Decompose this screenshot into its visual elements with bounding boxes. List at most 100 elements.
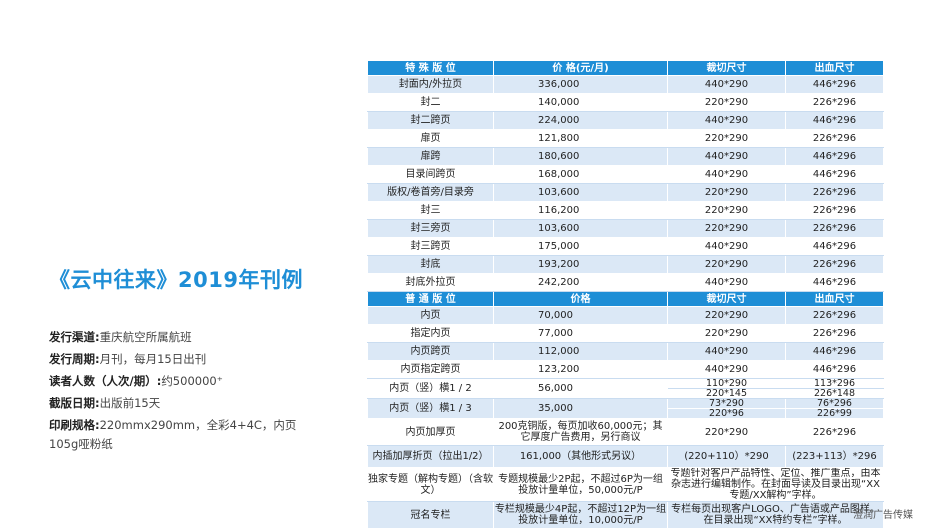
row-trim: 220*145 [667,388,786,399]
row-name: 独家专题（解构专题）（含软文） [367,467,494,502]
table-row: 目录间跨页 168,000 440*290 446*296 [367,165,884,184]
row-price: 70,000 [493,306,668,325]
row-bleed: 446*296 [785,342,884,361]
row-bleed: 446*296 [785,237,884,256]
table-row: 封二 140,000 220*290 226*296 [367,93,884,112]
table-row: 扉跨 180,600 440*290 446*296 [367,147,884,166]
table-row: 内页加厚页 200克铜版，每页加收60,000元；其它厚度广告费用，另行商议 2… [367,418,884,446]
table-row: 内页跨页 112,000 440*290 446*296 [367,342,884,361]
table-row: 封三旁页 103,600 220*290 226*296 [367,219,884,238]
watermark: 澄润广告传媒 [853,510,913,521]
normal-section: 普 通 版 位 价格 裁切尺寸 出血尺寸 内页 70,000 220*290 226*… [367,291,884,379]
table-row: 封三跨页 175,000 440*290 446*296 [367,237,884,256]
row-bleed: 76*296 [785,398,884,409]
row-bleed: 226*296 [785,201,884,220]
row-bleed: 446*296 [785,165,884,184]
row-trim: 220*96 [667,408,786,419]
table-row: 内页指定跨页 123,200 440*290 446*296 [367,360,884,379]
table-row: 封面内/外拉页 336,000 440*290 446*296 [367,75,884,94]
row-bleed: 226*296 [785,129,884,148]
row-price: 140,000 [493,93,668,112]
row-trim: 220*290 [667,418,786,446]
row-name: 封底外拉页 [367,273,494,292]
row-name: 内页指定跨页 [367,360,494,379]
row-price: 224,000 [493,111,668,130]
row-name: 版权/卷首旁/目录旁 [367,183,494,202]
row-price: 242,200 [493,273,668,292]
row-price: 56,000 [493,378,668,399]
table-row: 扉页 121,800 220*290 226*296 [367,129,884,148]
row-name: 封面内/外拉页 [367,75,494,94]
table-row: 内页（竖）横1 / 3 35,000 73*290 76*296 [367,398,884,419]
row-name: 内插加厚折页（拉出1/2） [367,445,494,468]
row-price: 175,000 [493,237,668,256]
row-trim: 110*290 [667,378,786,389]
row-bleed: 446*296 [785,360,884,379]
row-name: 指定内页 [367,324,494,343]
row-name: 内页（竖）横1 / 3 [367,398,494,419]
row-trim: 440*290 [667,75,786,94]
row-name: 封三 [367,201,494,220]
row-price: 193,200 [493,255,668,274]
row-trim: 440*290 [667,342,786,361]
table-row: 独家专题（解构专题）（含软文） 专题规模最少2P起，不超过6P为一组投放计量单位… [367,467,884,502]
row-trim: 440*290 [667,273,786,292]
row-bleed: 446*296 [785,147,884,166]
header-cell: 裁切尺寸 [667,291,786,307]
special-section: 特 殊 版 位 价 格(元/月) 裁切尺寸 出血尺寸 封面内/外拉页 336,00… [367,60,884,292]
row-trim: 220*290 [667,183,786,202]
row-price: 168,000 [493,165,668,184]
info-readers: 读者人数（人次/期）:约500000⁺ [49,374,223,388]
header-cell: 出血尺寸 [785,291,884,307]
table-row: 指定内页 77,000 220*290 226*296 [367,324,884,343]
row-price: 专栏规模最少4P起，不超过12P为一组投放计量单位，10,000元/P [493,501,668,529]
page-title: 《云中往来》2019年刊例 [49,268,303,292]
row-name: 封二 [367,93,494,112]
row-price: 112,000 [493,342,668,361]
row-price: 103,600 [493,219,668,238]
row-price: 103,600 [493,183,668,202]
row-bleed: 226*296 [785,418,884,446]
row-name: 目录间跨页 [367,165,494,184]
row-trim: (220+110）*290 [667,445,786,468]
row-description: 专栏每页出现客户LOGO、广告语或产品图样。在目录出现“XX特约专栏”字样。 [667,501,884,529]
row-trim: 220*290 [667,306,786,325]
row-trim: 440*290 [667,237,786,256]
row-trim: 220*290 [667,201,786,220]
row-description: 专题针对客户产品特性、定位、推广重点，由本杂志进行编辑制作。在封面导读及目录出现… [667,467,884,502]
publication-info: 发行渠道:重庆航空所属航班 发行周期:月刊，每月15日出刊 读者人数（人次/期）… [49,326,319,454]
row-trim: 440*290 [667,111,786,130]
row-trim: 73*290 [667,398,786,409]
table-row: 内页（竖）横1 / 2 56,000 110*290 113*296 [367,378,884,399]
row-name: 封二跨页 [367,111,494,130]
normal-header-row: 普 通 版 位 价格 裁切尺寸 出血尺寸 [367,291,884,307]
header-cell: 特 殊 版 位 [367,60,494,76]
info-cycle: 发行周期:月刊，每月15日出刊 [49,352,207,366]
row-price: 77,000 [493,324,668,343]
header-cell: 价格 [493,291,668,307]
row-name: 冠名专栏 [367,501,494,529]
row-trim: 440*290 [667,147,786,166]
header-cell: 裁切尺寸 [667,60,786,76]
row-price: 200克铜版，每页加收60,000元；其它厚度广告费用，另行商议 [493,418,668,446]
row-bleed: 226*296 [785,219,884,238]
row-name: 内页（竖）横1 / 2 [367,378,494,399]
special-header-row: 特 殊 版 位 价 格(元/月) 裁切尺寸 出血尺寸 [367,60,884,76]
row-trim: 220*290 [667,93,786,112]
row-price: 116,200 [493,201,668,220]
table-row: 内页 70,000 220*290 226*296 [367,306,884,325]
row-name: 封三旁页 [367,219,494,238]
row-name: 扉跨 [367,147,494,166]
rate-card-table: 特 殊 版 位 价 格(元/月) 裁切尺寸 出血尺寸 封面内/外拉页 336,00… [367,60,884,529]
info-distribution: 发行渠道:重庆航空所属航班 [49,330,192,344]
row-bleed: 226*296 [785,324,884,343]
header-cell: 普 通 版 位 [367,291,494,307]
row-bleed: 226*296 [785,306,884,325]
table-row: 封二跨页 224,000 440*290 446*296 [367,111,884,130]
row-price: 336,000 [493,75,668,94]
row-trim: 440*290 [667,360,786,379]
row-bleed: 226*99 [785,408,884,419]
row-bleed: 226*296 [785,183,884,202]
row-price: 161,000（其他形式另议） [493,445,668,468]
normal-extra-section: 内页（竖）横1 / 2 56,000 110*290 113*296 220*1… [367,378,884,529]
